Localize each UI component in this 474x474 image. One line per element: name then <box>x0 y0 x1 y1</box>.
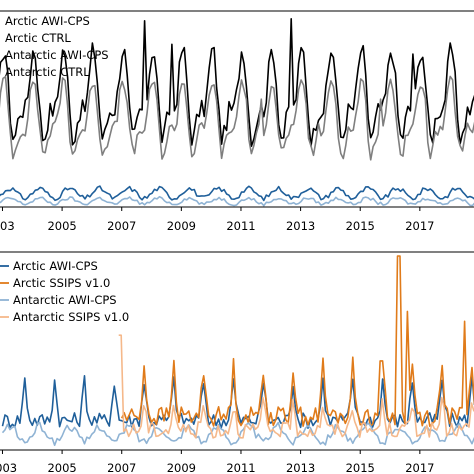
series-line-antarctic-awi-cps <box>1 421 474 447</box>
series-line-antarctic-awi-cps <box>0 185 474 202</box>
legend-entry: Antarctic CTRL <box>5 65 90 79</box>
legend-entry: Antarctic AWI-CPS <box>5 48 109 62</box>
x-tick-label: 2015 <box>346 219 375 233</box>
x-tick-label: 2011 <box>226 461 255 474</box>
plot-frame <box>0 10 474 208</box>
x-tick-label: 2015 <box>346 461 375 474</box>
x-tick-label: 2011 <box>226 219 255 233</box>
legend-entry: Arctic SSIPS v1.0 <box>13 276 110 290</box>
x-tick-label: 2009 <box>167 219 196 233</box>
legend-entry: Antarctic AWI-CPS <box>13 293 117 307</box>
plot-frame <box>0 251 474 451</box>
legend-entry: Arctic AWI-CPS <box>5 14 90 28</box>
series-line-antarctic-ssips-v1-0 <box>118 334 474 439</box>
x-tick-label: 2005 <box>47 219 76 233</box>
x-tick-label: 2013 <box>286 219 315 233</box>
x-tick-label: 2005 <box>47 461 76 474</box>
series-line-arctic-awi-cps <box>0 18 474 147</box>
x-tick-label: 2017 <box>405 219 434 233</box>
x-tick-label: 2013 <box>286 461 315 474</box>
x-tick-label: 03 <box>0 219 15 233</box>
x-tick-label: 2003 <box>0 461 17 474</box>
bottom-panel: 2003 2005 2007 2009 2011 2013 2015 2017 Arctic A… <box>0 251 474 474</box>
series-line-arctic-ctrl <box>0 75 474 161</box>
series-line-arctic-ssips-v1-0 <box>120 255 474 427</box>
legend-entry: Arctic AWI-CPS <box>13 259 98 273</box>
series-line-antarctic-ctrl <box>0 195 474 207</box>
x-tick-label: 2009 <box>167 461 196 474</box>
top-panel: 03 2005 2007 2009 2011 2013 2015 2017 Arctic AWI… <box>0 10 474 233</box>
x-tick-label: 2007 <box>107 461 136 474</box>
x-tick-label: 2017 <box>405 461 434 474</box>
legend-entry: Antarctic SSIPS v1.0 <box>13 310 129 324</box>
legend-entry: Arctic CTRL <box>5 31 71 45</box>
x-tick-label: 2007 <box>107 219 136 233</box>
